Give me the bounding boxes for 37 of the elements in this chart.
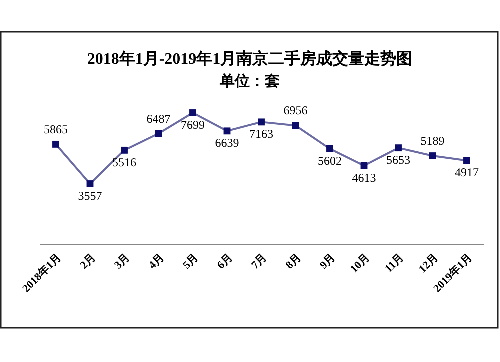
data-label: 7163 (250, 127, 274, 142)
point (190, 110, 196, 116)
point (224, 128, 231, 135)
data-label: 6956 (284, 104, 308, 118)
x-tick-label: 9月 (318, 252, 338, 272)
point (86, 180, 94, 188)
x-tick-label: 2月 (78, 252, 98, 272)
data-label: 5602 (318, 154, 342, 168)
x-tick-label: 7月 (249, 252, 270, 272)
x-tick-label: 4月 (146, 252, 167, 272)
x-tick-label: 3月 (112, 252, 133, 272)
x-tick-label: 5月 (180, 252, 202, 272)
point (52, 140, 60, 148)
data-label: 4917 (455, 166, 479, 180)
point (395, 144, 402, 152)
data-label: 5865 (44, 122, 68, 136)
data-label: 5653 (386, 153, 410, 168)
data-label: 4613 (352, 170, 376, 185)
data-label: 7699 (181, 118, 205, 132)
x-tick-label: 10月 (348, 252, 372, 276)
point (121, 146, 128, 154)
point (360, 162, 368, 170)
data-label: 6487 (146, 112, 171, 126)
x-tick-label: 11月 (383, 252, 407, 276)
point (258, 118, 265, 126)
chart-subtitle: 单位：套 (219, 73, 280, 90)
chart-title: 2018年1月-2019年1月南京二手房成交量走势图 (87, 49, 413, 68)
x-tick-label: 12月 (416, 252, 441, 276)
data-label: 5516 (112, 155, 136, 170)
x-tick-label: 8月 (284, 252, 304, 272)
data-label: 5189 (420, 134, 445, 148)
point (429, 152, 436, 160)
x-tick-label: 6月 (215, 252, 236, 272)
point (326, 145, 334, 152)
data-label: 6639 (215, 136, 240, 150)
data-label: 3557 (78, 189, 102, 204)
point (464, 157, 470, 164)
